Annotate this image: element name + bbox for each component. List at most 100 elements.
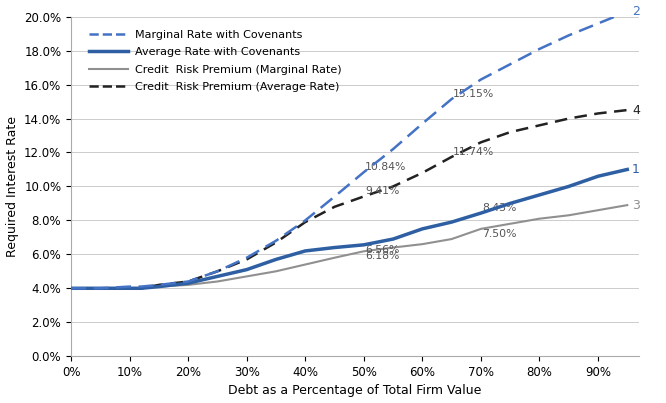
Average Rate with Covenants [242, 274, 250, 279]
Average Rate with Covenants [137, 286, 145, 291]
Marginal Rate with Covenants [272, 240, 280, 245]
Marginal Rate with Covenants [477, 140, 485, 145]
Credit  Risk Premium (Average Rate) [565, 184, 573, 189]
Credit  Risk Premium (Average Rate) [97, 286, 105, 291]
Credit  Risk Premium (Average Rate) [242, 267, 250, 272]
X-axis label: Debt as a Percentage of Total Firm Value: Debt as a Percentage of Total Firm Value [228, 384, 482, 397]
Marginal Rate with Covenants [126, 286, 134, 291]
Credit  Risk Premium (Marginal Rate) [360, 170, 368, 174]
Marginal Rate with Covenants [594, 111, 602, 116]
Credit  Risk Premium (Marginal Rate) [272, 238, 280, 243]
Credit  Risk Premium (Average Rate) [272, 257, 280, 262]
Credit  Risk Premium (Marginal Rate) [594, 21, 602, 26]
Line: Credit  Risk Premium (Average Rate): Credit Risk Premium (Average Rate) [71, 170, 627, 288]
Average Rate with Covenants [97, 286, 105, 291]
Y-axis label: Required Interest Rate: Required Interest Rate [5, 116, 19, 257]
Average Rate with Covenants [565, 213, 573, 218]
Credit  Risk Premium (Average Rate) [418, 226, 426, 231]
Marginal Rate with Covenants [97, 286, 105, 291]
Line: Average Rate with Covenants: Average Rate with Covenants [71, 205, 627, 288]
Average Rate with Covenants [389, 245, 397, 250]
Credit  Risk Premium (Marginal Rate) [623, 9, 631, 14]
Credit  Risk Premium (Marginal Rate) [565, 33, 573, 38]
Credit  Risk Premium (Marginal Rate) [137, 284, 145, 289]
Marginal Rate with Covenants [623, 108, 631, 112]
Marginal Rate with Covenants [389, 184, 397, 189]
Text: 3: 3 [632, 199, 640, 212]
Credit  Risk Premium (Marginal Rate) [67, 286, 75, 291]
Credit  Risk Premium (Marginal Rate) [477, 77, 485, 82]
Text: 8.43%: 8.43% [482, 203, 516, 213]
Average Rate with Covenants [213, 279, 221, 284]
Line: Marginal Rate with Covenants: Marginal Rate with Covenants [71, 110, 627, 288]
Credit  Risk Premium (Average Rate) [594, 174, 602, 179]
Text: 6.18%: 6.18% [365, 251, 400, 261]
Average Rate with Covenants [360, 249, 368, 254]
Text: 15.15%: 15.15% [453, 89, 494, 99]
Text: 10.84%: 10.84% [365, 162, 406, 172]
Marginal Rate with Covenants [137, 286, 145, 291]
Credit  Risk Premium (Marginal Rate) [97, 286, 105, 291]
Credit  Risk Premium (Average Rate) [126, 286, 134, 291]
Line: Credit  Risk Premium (Marginal Rate): Credit Risk Premium (Marginal Rate) [71, 12, 627, 288]
Average Rate with Covenants [506, 221, 514, 226]
Credit  Risk Premium (Marginal Rate) [448, 97, 456, 102]
Average Rate with Covenants [184, 283, 192, 287]
Credit  Risk Premium (Marginal Rate) [126, 284, 134, 289]
Credit  Risk Premium (Average Rate) [67, 286, 75, 291]
Credit  Risk Premium (Average Rate) [137, 286, 145, 291]
Marginal Rate with Covenants [448, 154, 456, 159]
Credit  Risk Premium (Marginal Rate) [184, 279, 192, 284]
Average Rate with Covenants [126, 286, 134, 291]
Text: 2: 2 [632, 5, 640, 18]
Credit  Risk Premium (Average Rate) [506, 201, 514, 206]
Legend: Marginal Rate with Covenants, Average Rate with Covenants, Credit  Risk Premium : Marginal Rate with Covenants, Average Ra… [85, 26, 346, 96]
Credit  Risk Premium (Average Rate) [448, 220, 456, 224]
Text: 11.74%: 11.74% [453, 147, 494, 157]
Credit  Risk Premium (Marginal Rate) [330, 194, 338, 199]
Marginal Rate with Covenants [67, 286, 75, 291]
Credit  Risk Premium (Average Rate) [477, 211, 485, 216]
Average Rate with Covenants [67, 286, 75, 291]
Credit  Risk Premium (Marginal Rate) [242, 256, 250, 260]
Credit  Risk Premium (Marginal Rate) [506, 62, 514, 66]
Marginal Rate with Covenants [360, 194, 368, 199]
Credit  Risk Premium (Marginal Rate) [155, 283, 163, 287]
Average Rate with Covenants [330, 256, 338, 260]
Average Rate with Covenants [418, 242, 426, 247]
Credit  Risk Premium (Marginal Rate) [301, 218, 309, 223]
Marginal Rate with Covenants [565, 116, 573, 121]
Marginal Rate with Covenants [184, 279, 192, 284]
Credit  Risk Premium (Average Rate) [389, 237, 397, 241]
Credit  Risk Premium (Average Rate) [213, 274, 221, 279]
Average Rate with Covenants [155, 284, 163, 289]
Marginal Rate with Covenants [155, 283, 163, 287]
Credit  Risk Premium (Average Rate) [330, 245, 338, 250]
Credit  Risk Premium (Average Rate) [623, 167, 631, 172]
Average Rate with Covenants [594, 208, 602, 213]
Average Rate with Covenants [448, 237, 456, 241]
Marginal Rate with Covenants [301, 220, 309, 224]
Credit  Risk Premium (Marginal Rate) [535, 46, 543, 51]
Marginal Rate with Covenants [213, 269, 221, 274]
Credit  Risk Premium (Marginal Rate) [213, 269, 221, 274]
Marginal Rate with Covenants [535, 123, 543, 128]
Text: 9.41%: 9.41% [365, 187, 400, 196]
Marginal Rate with Covenants [506, 130, 514, 135]
Average Rate with Covenants [535, 216, 543, 221]
Text: 4: 4 [632, 104, 640, 116]
Credit  Risk Premium (Marginal Rate) [389, 147, 397, 152]
Credit  Risk Premium (Average Rate) [184, 281, 192, 286]
Credit  Risk Premium (Average Rate) [535, 193, 543, 197]
Marginal Rate with Covenants [418, 170, 426, 175]
Credit  Risk Premium (Average Rate) [155, 284, 163, 289]
Average Rate with Covenants [301, 262, 309, 267]
Average Rate with Covenants [477, 226, 485, 231]
Text: 7.50%: 7.50% [482, 229, 517, 239]
Credit  Risk Premium (Average Rate) [360, 243, 368, 247]
Marginal Rate with Covenants [242, 257, 250, 262]
Text: 1: 1 [632, 163, 640, 176]
Text: 6.56%: 6.56% [365, 245, 400, 255]
Credit  Risk Premium (Marginal Rate) [418, 121, 426, 126]
Average Rate with Covenants [272, 269, 280, 274]
